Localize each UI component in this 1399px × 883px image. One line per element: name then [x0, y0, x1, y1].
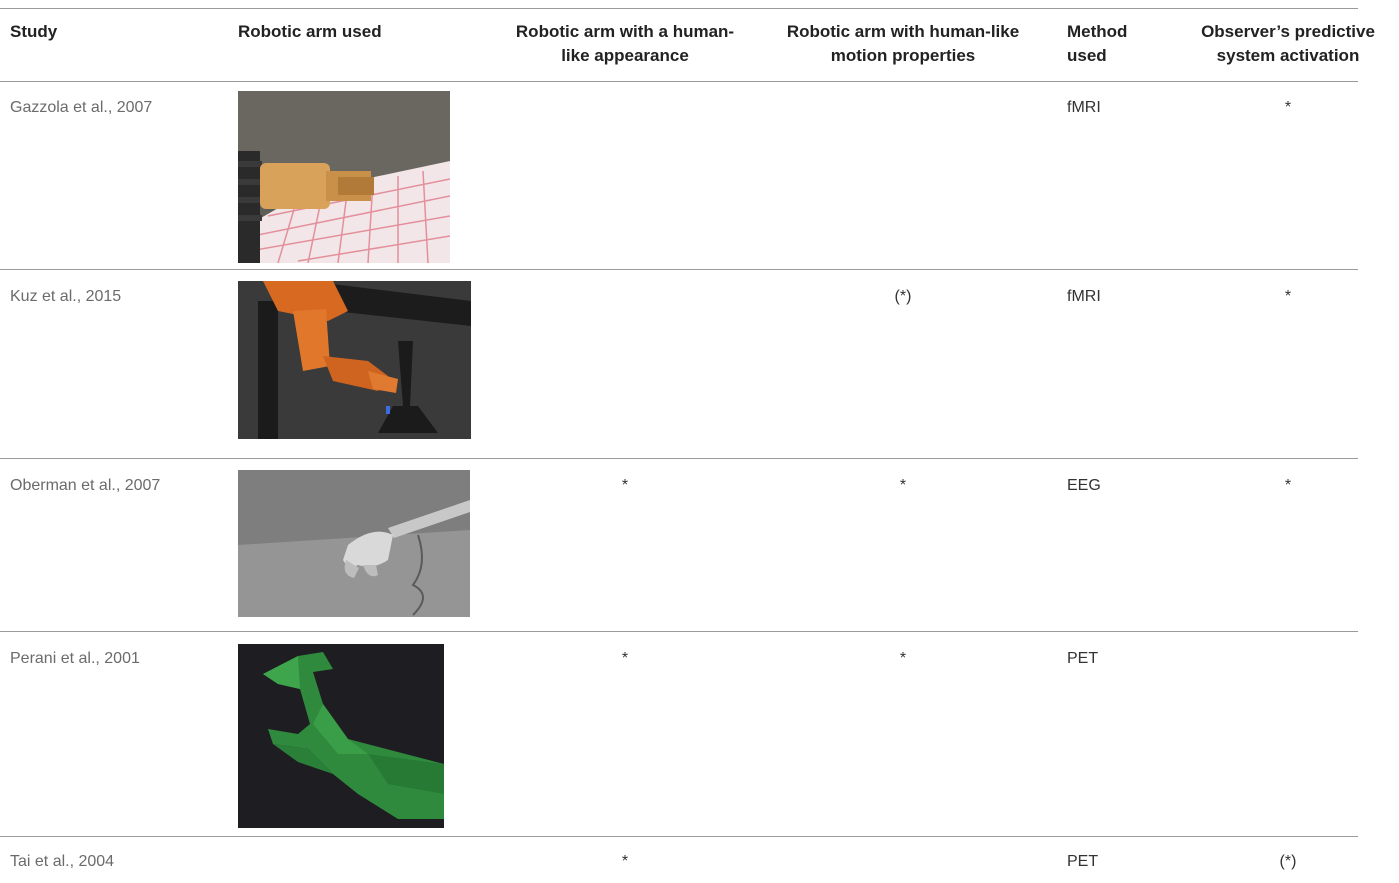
robot-arm-image-oberman	[238, 470, 470, 617]
table-row-method: fMRI	[1067, 99, 1101, 116]
header-method-used: Method used	[1067, 22, 1128, 65]
table-row-activation: *	[1284, 477, 1292, 494]
robot-arm-image-gazzola	[238, 91, 450, 263]
header-study: Study	[10, 22, 58, 41]
row-rule	[0, 836, 1358, 837]
robot-arm-image-perani	[238, 644, 444, 828]
table-row-motion: *	[899, 477, 907, 494]
table-row-method: PET	[1067, 650, 1099, 667]
header-human-like-motion: Robotic arm with human-like motion prope…	[786, 22, 1020, 65]
table-row-activation: *	[1284, 99, 1292, 116]
table-row-study: Oberman et al., 2007	[10, 477, 161, 494]
table-row-method: fMRI	[1067, 288, 1101, 305]
table-row-method: PET	[1067, 853, 1099, 870]
table-row-study: Gazzola et al., 2007	[10, 99, 153, 116]
table-row-activation: *	[1284, 288, 1292, 305]
header-human-like-appearance: Robotic arm with a human-like appearance	[515, 22, 735, 65]
row-rule	[0, 269, 1358, 270]
table-row-study: Tai et al., 2004	[10, 853, 115, 870]
table-row-appearance: *	[621, 853, 629, 870]
table-row-study: Perani et al., 2001	[10, 650, 140, 667]
table-row-activation: (*)	[1279, 853, 1297, 870]
table-top-rule	[0, 8, 1358, 9]
header-predictive-activation: Observer’s predictive system activation	[1201, 22, 1375, 65]
table-row-appearance: *	[621, 477, 629, 494]
table-row-method: EEG	[1067, 477, 1101, 494]
row-rule	[0, 631, 1358, 632]
table-row-motion: *	[899, 650, 907, 667]
header-rule	[0, 81, 1358, 82]
header-robotic-arm-used: Robotic arm used	[238, 22, 382, 41]
table-row-appearance: *	[621, 650, 629, 667]
table-row-study: Kuz et al., 2015	[10, 288, 122, 305]
table-row-motion: (*)	[894, 288, 912, 305]
robot-arm-image-kuz	[238, 281, 471, 439]
row-rule	[0, 458, 1358, 459]
